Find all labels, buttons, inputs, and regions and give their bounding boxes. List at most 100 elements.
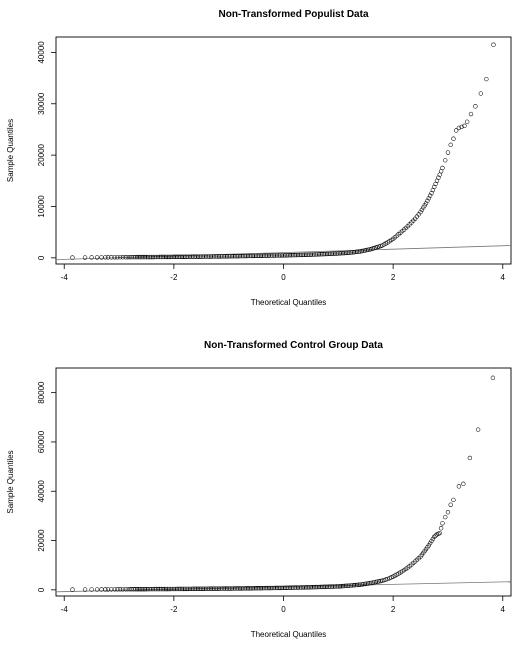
chart-0-data-point	[218, 254, 223, 259]
chart-1-y-tick-label: 0	[37, 587, 46, 592]
chart-0-data-point	[299, 252, 304, 258]
chart-1-data-point	[313, 584, 318, 590]
chart-0-data-point	[194, 254, 199, 259]
chart-1-data-point	[166, 586, 172, 592]
qq-plot-control-group: Non-Transformed Control Group Data -4 -2 0 2…	[0, 328, 512, 648]
chart-1-data-point	[310, 585, 315, 590]
chart-1-data-point	[159, 586, 164, 592]
chart-0-data-point	[303, 252, 309, 257]
chart-1-data-point	[242, 586, 247, 591]
chart-1-data-point	[329, 584, 335, 589]
chart-0-data-point	[321, 251, 326, 257]
chart-0-data-point	[160, 254, 166, 260]
chart-1-data-point	[339, 584, 344, 589]
chart-0-data-point	[478, 91, 484, 96]
chart-0-data-point	[249, 253, 254, 259]
chart-0-data-point	[245, 253, 251, 259]
chart-1-data-point	[154, 586, 159, 592]
chart-0-data-point	[310, 252, 315, 257]
chart-1-data-point	[178, 586, 183, 592]
chart-0-data-point	[253, 253, 259, 259]
chart-0-data-point	[282, 253, 288, 258]
chart-1-data-point	[274, 585, 280, 591]
qq-plot-populist: Non-Transformed Populist Data -4 -2 0 2 4 0 100…	[0, 0, 512, 320]
chart-1-data-point	[200, 586, 206, 591]
chart-1-data-point	[147, 586, 152, 592]
chart-0-data-point	[351, 249, 357, 255]
chart-1-data-point	[416, 556, 421, 561]
chart-0-data-point	[268, 253, 273, 258]
chart-1-data-point	[173, 586, 178, 592]
chart-1-data-point	[369, 580, 374, 586]
chart-1-data-point	[210, 586, 215, 591]
chart-1-data-point	[149, 586, 154, 592]
chart-0-data-point	[239, 253, 244, 259]
chart-1-data-point	[436, 531, 441, 536]
chart-1-data-point	[160, 586, 166, 592]
chart-1-data-point	[266, 585, 272, 591]
chart-1-data-point	[232, 586, 238, 591]
chart-0-data-point	[197, 254, 202, 259]
chart-0-data-point	[139, 254, 144, 260]
chart-0-data-point	[274, 253, 280, 258]
chart-1-data-point	[224, 586, 230, 591]
chart-1-data-point	[461, 481, 466, 487]
chart-0-data-point	[468, 111, 474, 117]
chart-0-data-point	[491, 42, 496, 47]
chart-0-data-point	[168, 254, 173, 260]
chart-0-y-tick-label: 30000	[37, 92, 46, 115]
chart-1-data-point	[205, 586, 210, 591]
chart-0-data-point	[273, 253, 278, 258]
chart-1-data-point	[103, 587, 108, 592]
chart-1-data-point	[191, 586, 196, 592]
chart-0-data-point	[99, 255, 104, 260]
chart-1-y-tick-label: 40000	[37, 480, 46, 503]
chart-0-data-point	[103, 255, 108, 260]
chart-0-x-tick-label: -2	[170, 273, 178, 282]
chart-0-data-point	[207, 254, 212, 259]
chart-0-data-point	[187, 254, 193, 259]
chart-0-data-point	[405, 223, 410, 229]
chart-0-data-point	[425, 198, 430, 204]
chart-1-data-point	[199, 586, 204, 591]
chart-1-data-point	[348, 583, 354, 588]
chart-0-data-point	[200, 254, 206, 259]
chart-0-data-point	[117, 255, 123, 260]
chart-0-data-point	[354, 249, 360, 254]
chart-1-data-point	[179, 586, 185, 592]
chart-1-data-point	[174, 586, 180, 592]
chart-1-data-point	[419, 552, 425, 557]
chart-0-data-point	[328, 251, 333, 256]
chart-1-data-point	[192, 586, 197, 592]
chart-1-data-point	[367, 581, 372, 586]
chart-1-data-point	[270, 585, 275, 591]
chart-1-data-point	[170, 586, 175, 592]
chart-1-data-point	[221, 586, 227, 591]
chart-0-data-point	[430, 187, 436, 193]
chart-0-data-point	[147, 254, 152, 260]
chart-0-data-point	[242, 253, 247, 259]
chart-0-data-point	[260, 253, 265, 258]
chart-1-data-point	[438, 526, 444, 531]
chart-1-data-point	[336, 584, 341, 589]
chart-1-data-point	[297, 585, 302, 590]
chart-1-data-point	[105, 587, 111, 592]
chart-0-data-point	[284, 253, 289, 258]
chart-0-data-point	[436, 175, 441, 180]
chart-0-data-point	[211, 254, 217, 259]
chart-1-data-point	[307, 585, 312, 590]
chart-0-x-tick-label: 0	[281, 273, 286, 282]
chart-1-data-point	[89, 587, 94, 592]
chart-0-data-point	[166, 254, 172, 260]
chart-1-data-point	[223, 586, 228, 591]
chart-0-data-point	[353, 249, 358, 255]
chart-0-data-point	[141, 254, 146, 260]
chart-1-data-point	[194, 586, 199, 592]
chart-1-data-point	[284, 585, 289, 590]
chart-0-data-point	[448, 142, 453, 148]
chart-0-data-point	[433, 181, 438, 187]
chart-1-data-point	[400, 569, 405, 574]
chart-0-data-point	[216, 254, 222, 259]
chart-1-data-point	[273, 585, 278, 591]
chart-1-data-point	[311, 584, 317, 590]
